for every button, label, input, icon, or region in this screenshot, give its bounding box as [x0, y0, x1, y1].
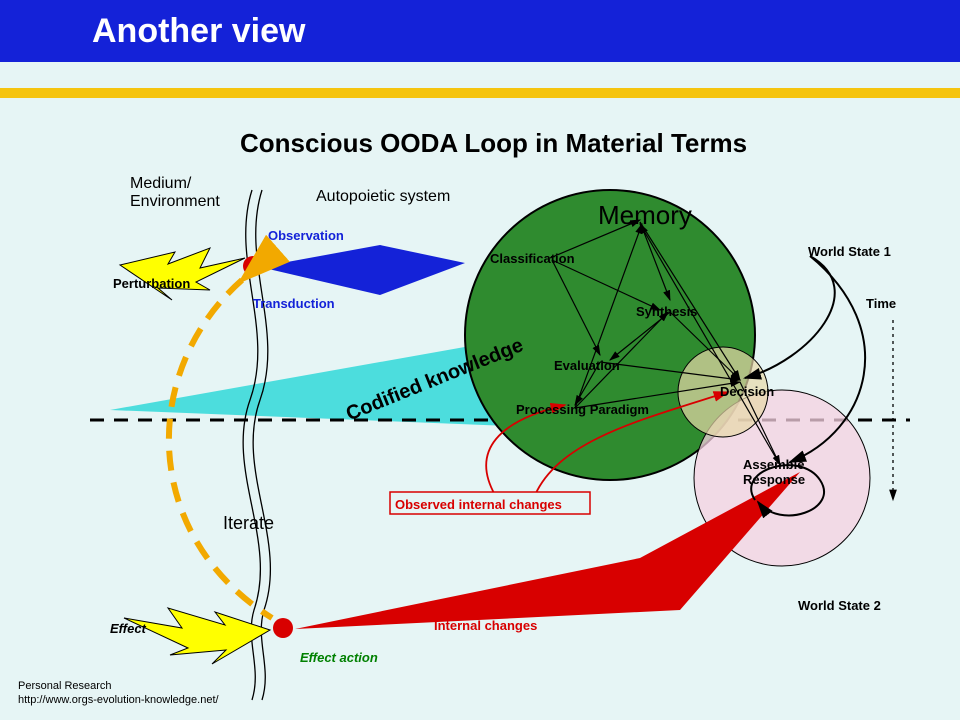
classification-label: Classification	[490, 251, 575, 266]
observation-label: Observation	[268, 228, 344, 243]
effect-action-label: Effect action	[300, 650, 378, 665]
footer-line-2: http://www.orgs-evolution-knowledge.net/	[18, 694, 219, 706]
footer-line-1: Personal Research	[18, 680, 112, 692]
iterate-label: Iterate	[223, 513, 274, 534]
world1-to-decision	[745, 256, 835, 378]
main-title: Conscious OODA Loop in Material Terms	[240, 128, 747, 159]
world-state-2-label: World State 2	[798, 598, 881, 613]
effect-label: Effect	[110, 621, 146, 636]
medium-environment-label: Medium/Environment	[130, 175, 220, 212]
transduction-label: Transduction	[253, 296, 335, 311]
observation-arrow	[260, 245, 465, 295]
internal-changes-label: Internal changes	[434, 618, 537, 633]
observed-internal-label: Observed internal changes	[395, 497, 562, 512]
decision-label: Decision	[720, 384, 774, 399]
evaluation-label: Evaluation	[554, 358, 620, 373]
synthesis-label: Synthesis	[636, 304, 697, 319]
transduction-dot-bottom	[273, 618, 293, 638]
header-title: Another view	[92, 12, 305, 51]
processing-label: Processing Paradigm	[516, 402, 649, 417]
memory-label: Memory	[598, 200, 692, 231]
assemble-label: AssembleResponse	[743, 458, 805, 488]
perturbation-label: Perturbation	[113, 276, 190, 291]
world-state-1-label: World State 1	[808, 244, 891, 259]
effect-bolt	[124, 608, 270, 664]
autopoietic-label: Autopoietic system	[316, 188, 450, 206]
transduction-dot-top	[243, 256, 263, 276]
time-label: Time	[866, 296, 896, 311]
